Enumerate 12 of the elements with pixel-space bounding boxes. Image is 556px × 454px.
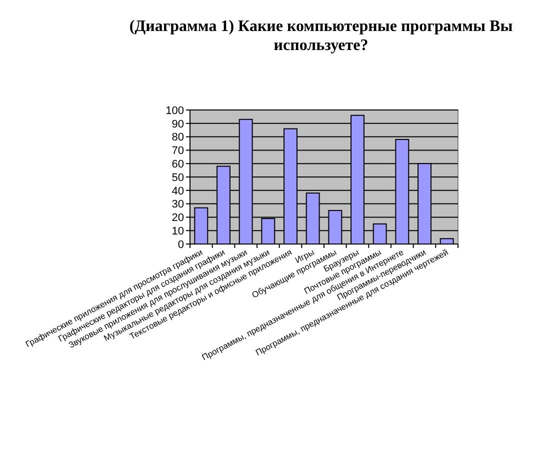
y-tick-label: 0 bbox=[178, 238, 184, 251]
y-tick-label: 20 bbox=[172, 212, 184, 224]
y-tick-label: 50 bbox=[172, 172, 184, 184]
chart-title: (Диаграмма 1) Какие компьютерные программы Вы используете? bbox=[129, 18, 514, 54]
y-tick-label: 90 bbox=[172, 118, 184, 130]
y-tick-label: 100 bbox=[166, 104, 184, 117]
y-tick-label: 70 bbox=[172, 145, 184, 158]
y-tick-label: 40 bbox=[172, 185, 184, 198]
y-tick-label: 80 bbox=[172, 132, 184, 144]
y-tick-label: 30 bbox=[172, 198, 184, 211]
y-tick-label: 60 bbox=[172, 158, 184, 170]
y-tick-label: 10 bbox=[172, 225, 184, 238]
